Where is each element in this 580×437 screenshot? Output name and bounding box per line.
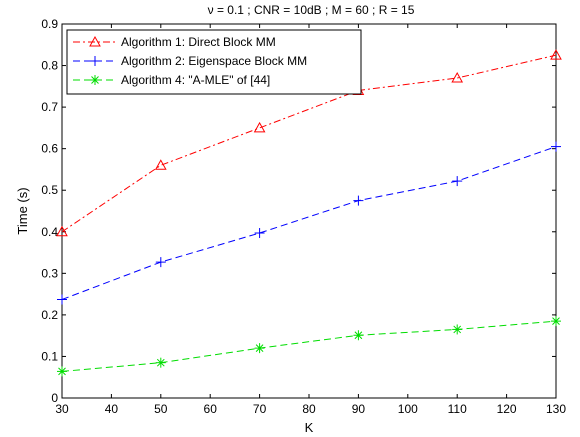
y-tick-label: 0.1 bbox=[41, 349, 58, 363]
data-point-series-2 bbox=[254, 228, 265, 239]
y-tick-label: 0.2 bbox=[41, 308, 58, 322]
data-point-series-1 bbox=[56, 225, 68, 237]
chart-title: ν = 0.1 ; CNR = 10dB ; M = 60 ; R = 15 bbox=[208, 3, 415, 17]
data-point-series-1 bbox=[253, 121, 266, 133]
x-tick-label: 130 bbox=[546, 402, 566, 416]
x-tick-label: 100 bbox=[398, 402, 418, 416]
data-point-series-2 bbox=[353, 195, 364, 206]
y-tick-label: 0.3 bbox=[41, 266, 58, 280]
y-tick-label: 0.5 bbox=[41, 183, 58, 197]
x-tick-label: 50 bbox=[154, 402, 168, 416]
x-axis-label: K bbox=[305, 420, 314, 435]
data-point-series-3 bbox=[155, 357, 166, 368]
legend-entry-label: Algorithm 1: Direct Block MM bbox=[121, 35, 276, 49]
series-line-1 bbox=[61, 54, 557, 233]
y-tick-label: 0.6 bbox=[41, 142, 58, 156]
legend: Algorithm 1: Direct Block MM Algorithm 2:… bbox=[66, 29, 362, 95]
series-line-3 bbox=[61, 320, 557, 372]
y-axis: 0 0.1 0.2 0.3 0.4 0.5 0.6 0.7 0.8 0.9 bbox=[41, 17, 556, 405]
y-tick-label: 0 bbox=[51, 391, 58, 405]
legend-marker bbox=[90, 75, 100, 85]
x-tick-label: 40 bbox=[105, 402, 119, 416]
x-axis: 30 40 50 60 70 80 90 100 110 120 130 bbox=[55, 24, 566, 416]
data-point-series-2 bbox=[551, 141, 561, 152]
data-point-series-1 bbox=[451, 71, 464, 83]
data-point-series-3 bbox=[452, 324, 463, 335]
x-tick-label: 120 bbox=[497, 402, 517, 416]
data-point-series-3 bbox=[551, 316, 561, 327]
legend-box bbox=[66, 29, 362, 95]
x-tick-label: 60 bbox=[204, 402, 218, 416]
y-axis-label: Time (s) bbox=[15, 187, 30, 234]
y-tick-label: 0.9 bbox=[41, 17, 58, 31]
legend-marker bbox=[89, 35, 101, 47]
data-point-series-3 bbox=[254, 343, 265, 354]
y-tick-label: 0.4 bbox=[41, 225, 58, 239]
y-tick-label: 0.7 bbox=[41, 100, 58, 114]
series-line-2 bbox=[61, 146, 557, 300]
y-tick-label: 0.8 bbox=[41, 59, 58, 73]
data-point-series-1 bbox=[550, 49, 562, 60]
data-point-series-2 bbox=[155, 257, 166, 268]
data-point-series-2 bbox=[452, 176, 463, 187]
legend-entry-label: Algorithm 4: "A-MLE" of [44] bbox=[121, 73, 270, 87]
x-tick-label: 110 bbox=[448, 402, 467, 416]
data-point-series-2 bbox=[57, 294, 67, 305]
data-point-series-3 bbox=[353, 330, 364, 341]
x-tick-label: 70 bbox=[253, 402, 267, 416]
x-tick-label: 80 bbox=[302, 402, 316, 416]
data-point-series-3 bbox=[57, 366, 67, 377]
x-tick-label: 30 bbox=[55, 402, 69, 416]
legend-entry-label: Algorithm 2: Eigenspace Block MM bbox=[121, 54, 307, 68]
x-tick-label: 90 bbox=[352, 402, 366, 416]
legend-marker bbox=[90, 56, 100, 66]
data-point-series-1 bbox=[154, 159, 167, 170]
